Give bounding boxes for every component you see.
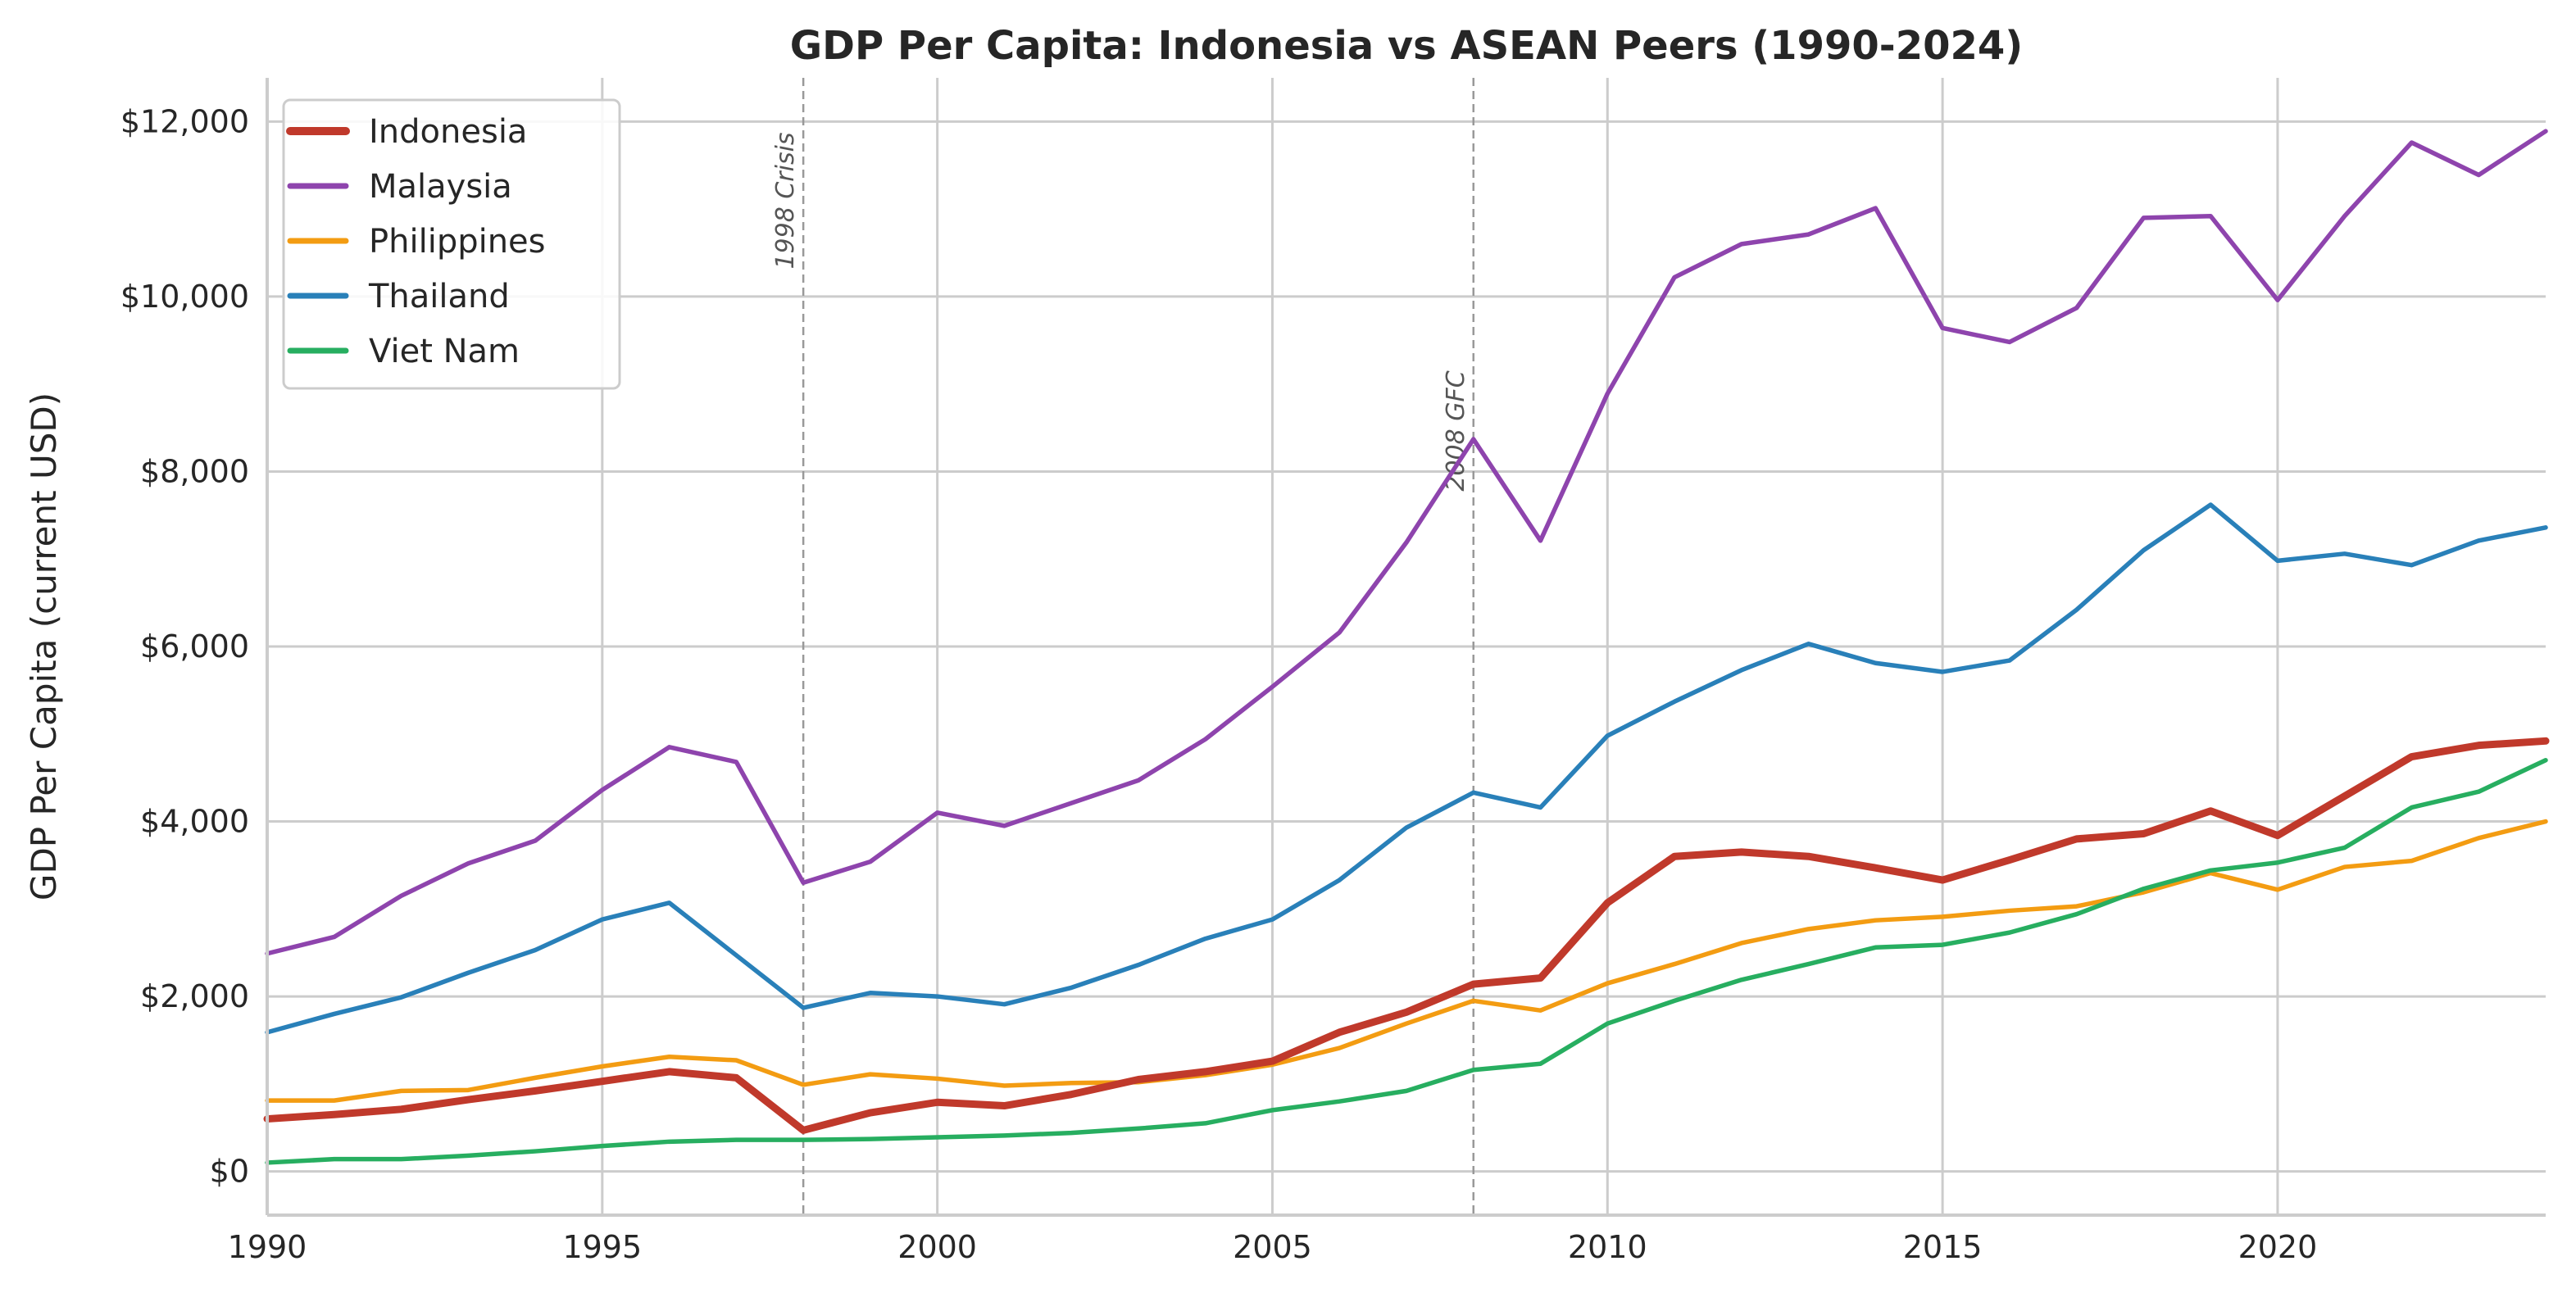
legend-label: Indonesia [369,113,527,151]
annotation-label: 2008 GFC [1442,370,1470,491]
grid [266,78,2546,1215]
series-line-thailand [265,502,2548,1035]
x-tick-label: 1995 [562,1229,642,1265]
chart-title: GDP Per Capita: Indonesia vs ASEAN Peers… [790,23,2023,69]
y-tick-label: $0 [210,1154,249,1190]
series-line-philippines [265,819,2548,1103]
annotation-label: 1998 Crisis [771,132,800,269]
annotations: 1998 Crisis 2008 GFC [771,78,1475,1215]
y-tick-label: $4,000 [140,804,249,840]
series-line-indonesia [263,737,2550,1134]
x-tick-label: 1990 [228,1229,307,1265]
series-line-malaysia [265,129,2548,956]
y-tick-label: $2,000 [140,978,249,1014]
y-tick-label: $8,000 [140,453,249,489]
y-tick-label: $10,000 [120,279,249,315]
y-tick-label: $6,000 [140,628,249,665]
x-tick-label: 2000 [897,1229,977,1265]
legend: Indonesia Malaysia Philippines Thailand Viet… [282,98,621,390]
legend-label: Malaysia [369,168,512,206]
x-tick-label: 2015 [1903,1229,1983,1265]
legend-box [282,98,621,390]
series-lines [263,129,2550,1165]
series-line-viet-nam [265,758,2548,1165]
axes: 1990 1995 2000 2005 2010 2015 2020 $0 $2,000 $4,0… [120,78,2546,1265]
legend-label: Philippines [369,223,546,261]
legend-label: Thailand [368,278,510,315]
y-tick-label: $12,000 [120,103,249,139]
legend-label: Viet Nam [369,333,520,370]
y-axis-label: GDP Per Capita (current USD) [24,392,64,900]
x-tick-label: 2005 [1233,1229,1312,1265]
x-tick-label: 2020 [2238,1229,2318,1265]
x-tick-label: 2010 [1568,1229,1647,1265]
